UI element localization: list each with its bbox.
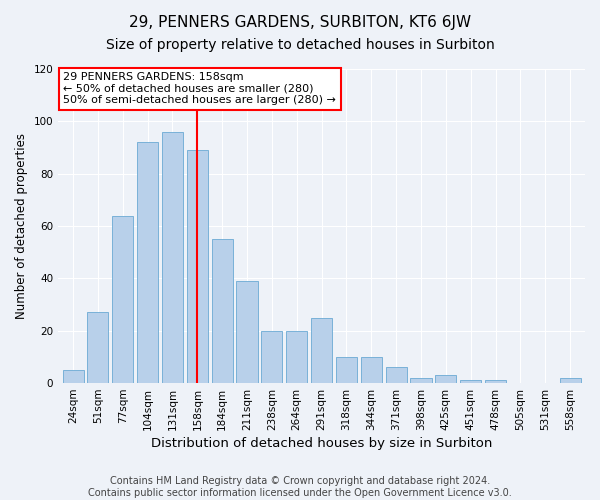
Bar (410, 378, 431, 383)
Bar (112, 216, 133, 383)
Bar (361, 357, 382, 383)
Bar (236, 281, 257, 383)
Y-axis label: Number of detached properties: Number of detached properties (15, 133, 28, 319)
Bar (162, 132, 183, 383)
Bar (485, 380, 506, 383)
Bar (311, 318, 332, 383)
Text: 29, PENNERS GARDENS, SURBITON, KT6 6JW: 29, PENNERS GARDENS, SURBITON, KT6 6JW (129, 15, 471, 30)
Bar (212, 239, 233, 383)
Bar (187, 150, 208, 383)
Bar (62, 370, 83, 383)
Bar (137, 142, 158, 383)
Bar (386, 368, 407, 383)
X-axis label: Distribution of detached houses by size in Surbiton: Distribution of detached houses by size … (151, 437, 492, 450)
Bar (88, 312, 109, 383)
Bar (435, 375, 457, 383)
Bar (336, 357, 357, 383)
Text: 29 PENNERS GARDENS: 158sqm
← 50% of detached houses are smaller (280)
50% of sem: 29 PENNERS GARDENS: 158sqm ← 50% of deta… (64, 72, 337, 106)
Bar (460, 380, 481, 383)
Bar (286, 330, 307, 383)
Text: Contains HM Land Registry data © Crown copyright and database right 2024.
Contai: Contains HM Land Registry data © Crown c… (88, 476, 512, 498)
Text: Size of property relative to detached houses in Surbiton: Size of property relative to detached ho… (106, 38, 494, 52)
Bar (560, 378, 581, 383)
Bar (262, 330, 283, 383)
